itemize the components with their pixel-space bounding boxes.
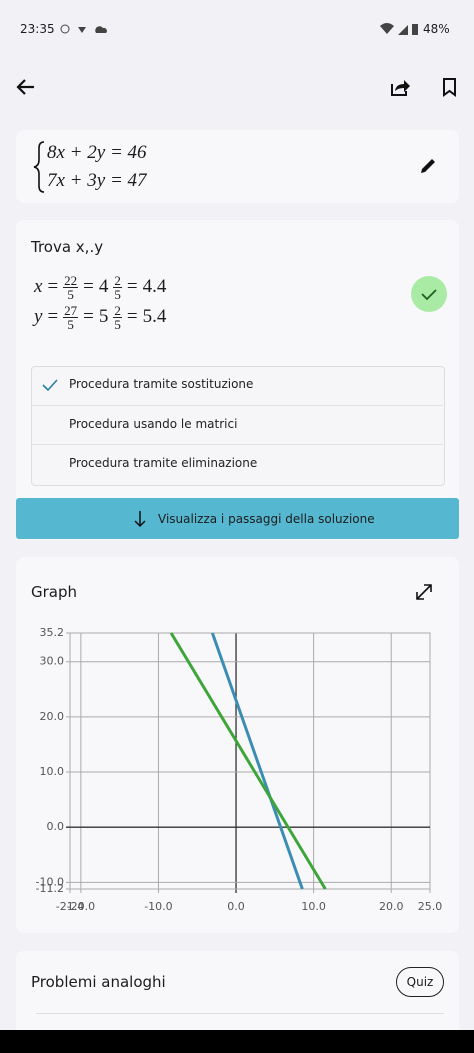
x-tick-label: -20.0	[67, 900, 95, 913]
variable: y	[34, 306, 43, 327]
method-option[interactable]: Procedura usando le matrici	[69, 416, 238, 431]
bookmark-button[interactable]	[442, 77, 458, 97]
numerator: 2	[113, 302, 122, 318]
steps-button-label[interactable]: Visualizza i passaggi della soluzione	[158, 512, 375, 526]
solution-row: x = 22 5 = 4 2 5 = 4.4	[34, 272, 166, 302]
y-tick-label: 30.0	[40, 655, 65, 668]
edit-button[interactable]	[418, 156, 438, 176]
method-list	[31, 366, 445, 486]
numerator: 22	[63, 272, 79, 288]
x-tick-label: 10.0	[301, 900, 326, 913]
y-tick-label: -10.0	[36, 875, 64, 888]
decimal: 5.4	[142, 306, 167, 327]
y-tick-label: 20.0	[40, 710, 65, 723]
numerator: 27	[63, 302, 79, 318]
x-tick-label: -10.0	[144, 900, 172, 913]
graph-title: Graph	[31, 583, 78, 601]
numerator: 2	[113, 272, 122, 288]
similar-title: Problemi analoghi	[31, 973, 166, 991]
brace	[33, 141, 45, 193]
relation: =	[83, 276, 94, 297]
mixed-whole: 4	[98, 276, 109, 297]
denominator: 5	[67, 316, 74, 332]
variable: x	[34, 276, 43, 297]
decimal: 4.4	[142, 276, 167, 297]
fraction: 27 5	[63, 302, 79, 332]
check-icon	[421, 289, 437, 301]
share-button[interactable]	[389, 76, 411, 98]
relation: =	[47, 306, 59, 327]
mixed-whole: 5	[98, 306, 109, 327]
nav-bar	[0, 1030, 474, 1053]
equation: 8x + 2y = 46	[47, 142, 147, 163]
relation: =	[47, 276, 59, 297]
status-battery: 48%	[423, 22, 450, 36]
y-tick-label: 0.0	[47, 820, 65, 833]
signal-icons	[380, 23, 418, 35]
expand-button[interactable]	[414, 582, 434, 602]
selected-check	[42, 379, 58, 392]
solution-row: y = 27 5 = 5 2 5 = 5.4	[34, 302, 166, 332]
series-line	[210, 632, 304, 890]
series-line	[169, 632, 327, 890]
denominator: 5	[114, 316, 121, 332]
x-tick-label: 20.0	[379, 900, 404, 913]
relation: =	[126, 306, 138, 327]
x-tick-label: 0.0	[227, 900, 245, 913]
divider	[36, 1013, 444, 1014]
down-arrow	[134, 511, 146, 528]
back-button[interactable]	[14, 76, 38, 98]
denominator: 5	[114, 286, 121, 302]
denominator: 5	[67, 286, 74, 302]
relation: =	[83, 306, 94, 327]
status-icons	[60, 24, 107, 34]
y-tick-label: 35.2	[40, 626, 65, 639]
y-tick-label: -11.2	[36, 882, 64, 895]
x-tick-label: -21.4	[56, 900, 84, 913]
plot-area	[69, 632, 431, 890]
status-time: 23:35	[20, 22, 55, 36]
relation: =	[126, 276, 138, 297]
divider	[32, 444, 443, 445]
check-badge	[411, 276, 447, 312]
steps-button[interactable]	[16, 498, 459, 539]
solution-title: Trova x,.y	[31, 238, 104, 256]
method-option[interactable]: Procedura tramite sostituzione	[69, 377, 254, 391]
equation: 7x + 3y = 47	[47, 170, 147, 191]
x-tick-label: 25.0	[418, 900, 443, 913]
y-tick-label: 10.0	[40, 765, 65, 778]
quiz-button[interactable]: Quiz	[396, 967, 444, 997]
problem-card	[16, 130, 459, 203]
divider	[32, 405, 443, 406]
fraction: 22 5	[63, 272, 79, 302]
method-option[interactable]: Procedura tramite eliminazione	[69, 456, 258, 470]
